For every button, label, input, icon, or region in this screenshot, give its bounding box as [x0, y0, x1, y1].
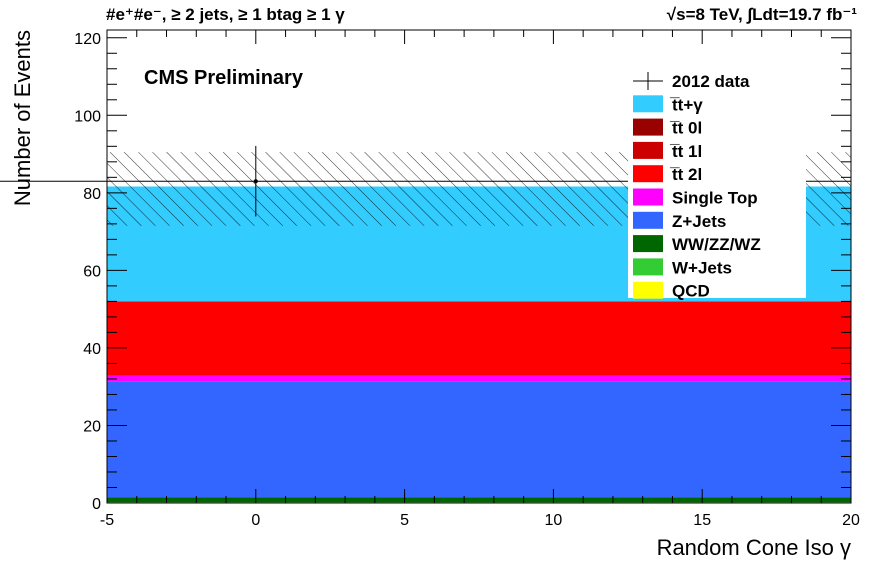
bar-segment-2: [107, 497, 851, 503]
legend-label: Single Top: [672, 189, 758, 208]
y-tick-label: 80: [83, 186, 101, 203]
legend-swatch: [633, 235, 663, 253]
y-tick-label: 100: [74, 108, 101, 125]
y-tick-label: 40: [83, 341, 101, 358]
legend-label: t̅t 1l: [670, 142, 702, 161]
x-axis-title: Random Cone Iso γ: [657, 535, 851, 560]
cms-preliminary-label: CMS Preliminary: [144, 67, 304, 89]
legend-swatch: [633, 118, 663, 136]
header-lumi-text: √s=8 TeV, ∫Ldt=19.7 fb⁻¹: [667, 5, 858, 24]
x-tick-label: 15: [693, 512, 711, 529]
legend-swatch: [633, 95, 663, 113]
x-tick-label: -5: [100, 512, 114, 529]
legend-swatch: [633, 258, 663, 276]
x-tick-label: 5: [400, 512, 409, 529]
legend-label: W+Jets: [672, 258, 732, 277]
x-tick-label: 20: [842, 512, 860, 529]
legend: 2012 data t̅t+γ t̅t 0l t̅t 1l t̅t 2l Single T…: [628, 70, 806, 301]
plot-frame: [106, 29, 852, 504]
legend-label: QCD: [672, 282, 710, 301]
x-tick-label: 10: [545, 512, 563, 529]
legend-label: t̅t 2l: [670, 165, 702, 184]
legend-label: t̅t+γ: [670, 95, 703, 114]
legend-label: Z+Jets: [672, 212, 726, 231]
y-axis-title: Number of Events: [10, 30, 35, 206]
bar-segment-3: [107, 381, 851, 498]
data-point-0: [253, 179, 258, 184]
header-selection-text: #e⁺#e⁻, ≥ 2 jets, ≥ 1 btag ≥ 1 γ: [106, 5, 345, 24]
y-tick-label: 20: [83, 418, 101, 435]
bar-segment-5: [107, 301, 851, 376]
y-tick-label: 0: [92, 496, 101, 513]
legend-swatch: [633, 141, 663, 159]
legend-swatch: [633, 211, 663, 229]
legend-swatch: [633, 165, 663, 183]
legend-swatch: [633, 188, 663, 206]
legend-label: WW/ZZ/WZ: [672, 235, 761, 254]
legend-label: t̅t 0l: [670, 119, 702, 138]
legend-swatch: [633, 281, 663, 299]
legend-label: 2012 data: [672, 72, 750, 91]
bar-segment-4: [107, 375, 851, 382]
y-tick-label: 60: [83, 263, 101, 280]
y-tick-label: 120: [74, 31, 101, 48]
data-points: [0, 145, 851, 217]
x-tick-label: 0: [251, 512, 260, 529]
